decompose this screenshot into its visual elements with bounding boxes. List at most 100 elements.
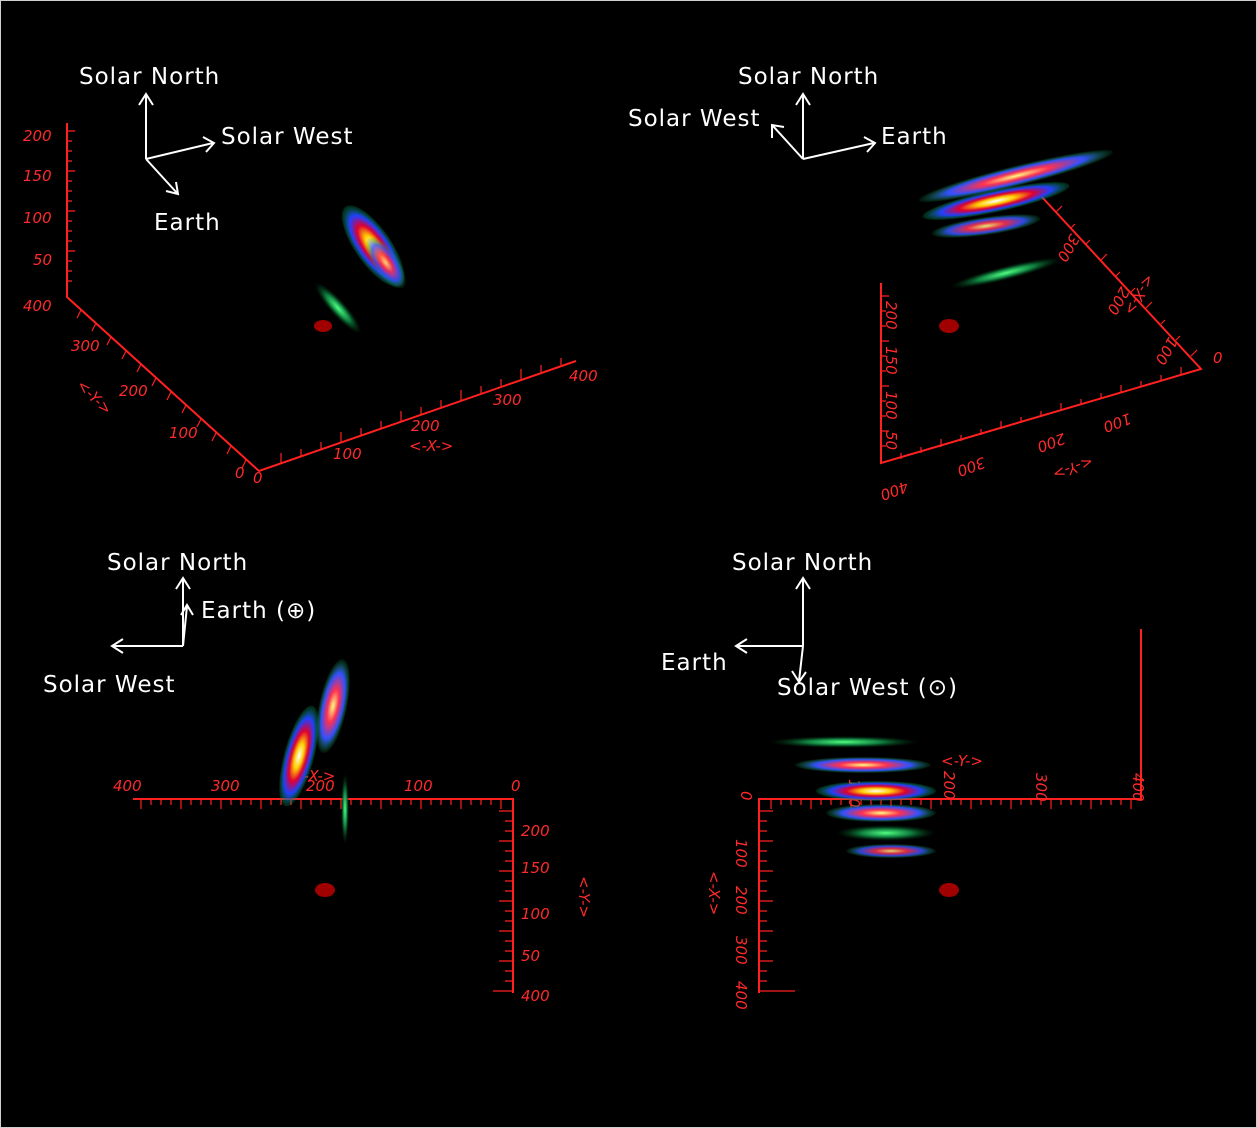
x-tick-label: 0	[253, 469, 263, 487]
earth-arrow-icon	[180, 603, 194, 647]
earth-label: Earth	[154, 210, 221, 236]
x-tick-label: 0	[737, 791, 755, 801]
y-tick-label: 0	[235, 464, 245, 482]
x-tick-label: 0	[1213, 349, 1223, 367]
panel-bottom-right: Solar North Earth Solar West (⊙) 0 100 2…	[661, 550, 1147, 1010]
x-axis-ticks	[140, 799, 502, 809]
3d-axes-frame	[66, 123, 577, 473]
solar-north-label: Solar North	[732, 550, 873, 576]
z-tick-label: 50	[33, 251, 52, 269]
orientation-compass: Solar North Solar West Earth	[79, 64, 353, 236]
structure-blob	[795, 757, 931, 773]
y-tick-label: 100	[521, 905, 550, 923]
solar-west-arrow-icon	[110, 638, 183, 654]
x-tick-label: 200	[940, 771, 958, 800]
y-tick-label: 50	[521, 947, 540, 965]
y-axis-ticks	[759, 810, 795, 992]
x-axis-ticks	[770, 799, 1132, 809]
y-axis-title: <-Y->	[1050, 452, 1096, 483]
structure-blob	[836, 825, 936, 841]
x-tick-label: 300	[211, 777, 240, 795]
structure-blob	[931, 214, 1041, 238]
structure-blob	[279, 705, 319, 807]
y-axis-title: <-Y->	[575, 876, 593, 918]
y-axis-title: <-X->	[705, 871, 723, 915]
x-tick-label: 300	[493, 391, 522, 409]
solar-west-label: Solar West	[221, 124, 353, 150]
y-tick-label: 400	[23, 297, 52, 315]
solar-north-label: Solar North	[107, 550, 248, 576]
earth-label: Earth (⊕)	[201, 598, 316, 624]
structure-blob	[316, 658, 350, 754]
z-axis-ticks	[67, 130, 75, 282]
z-tick-label: 150	[882, 346, 900, 375]
y-axis-ticks	[493, 810, 513, 992]
panel-top-right: Solar North Solar West Earth 300 200 100…	[628, 64, 1223, 504]
earth-arrow-icon	[734, 638, 803, 654]
structure-blob	[366, 237, 406, 289]
solar-west-label: Solar West	[43, 672, 175, 698]
x-tick-label: 300	[1032, 773, 1050, 802]
structure-blob	[846, 844, 936, 858]
z-tick-label: 200	[23, 127, 52, 145]
y-tick-label: 300	[71, 337, 100, 355]
solar-west-arrow-icon	[791, 645, 807, 684]
y-tick-label: 200	[521, 822, 550, 840]
y-tick-label: 300	[732, 936, 750, 965]
structure-blob	[949, 257, 1063, 289]
x-tick-label: 400	[569, 367, 598, 385]
earth-label: Earth	[881, 124, 948, 150]
z-tick-label: 100	[23, 209, 52, 227]
y-tick-label: 300	[955, 453, 988, 480]
sun-marker	[314, 320, 332, 332]
structure-blob	[918, 149, 1114, 203]
x-tick-label: 100	[404, 777, 433, 795]
solar-north-arrow-icon	[795, 92, 811, 159]
x-tick-label: 100	[333, 445, 362, 463]
solar-west-arrow-icon	[145, 136, 216, 160]
structure-blob	[769, 736, 919, 748]
sun-marker	[939, 319, 959, 333]
structure-blob	[922, 182, 1070, 220]
y-tick-label: 200	[1035, 429, 1068, 456]
z-tick-label: 200	[882, 301, 900, 330]
sun-marker	[939, 883, 959, 897]
y-axis-ticks	[76, 309, 247, 469]
earth-arrow-icon	[145, 158, 180, 196]
solar-north-arrow-icon	[795, 576, 811, 646]
axes-frame	[758, 629, 1142, 993]
y-tick-label: 400	[732, 981, 750, 1010]
3d-axes-frame	[880, 195, 1203, 465]
z-tick-label: 150	[23, 167, 52, 185]
x-tick-label: 0	[511, 777, 521, 795]
x-tick-label: 400	[113, 777, 142, 795]
solar-west-label: Solar West	[628, 106, 760, 132]
z-axis-ticks	[881, 295, 889, 447]
solar-north-label: Solar North	[738, 64, 879, 90]
solar-west-label: Solar West (⊙)	[777, 675, 958, 701]
x-axis-ticks	[1055, 205, 1198, 357]
y-tick-label: 200	[732, 886, 750, 915]
structure-blob	[816, 781, 936, 801]
axes-frame	[133, 798, 514, 993]
structure-blob	[341, 773, 349, 845]
y-tick-label: 100	[169, 424, 198, 442]
x-axis-title: <-X->	[409, 437, 453, 455]
orientation-compass: Solar North Solar West Earth (⊕)	[43, 550, 316, 698]
earth-arrow-icon	[802, 136, 877, 160]
y-tick-label: 400	[521, 987, 550, 1005]
x-axis-title: <-Y->	[941, 752, 983, 770]
y-axis-ticks	[900, 367, 1182, 459]
earth-label: Earth	[661, 650, 728, 676]
x-tick-label: 400	[1129, 773, 1147, 802]
structure-blob	[314, 282, 362, 334]
y-axis-title: <-Y->	[73, 376, 115, 418]
orientation-compass: Solar North Solar West Earth	[628, 64, 948, 160]
y-tick-label: 100	[1101, 409, 1134, 436]
z-tick-label: 50	[882, 431, 900, 450]
y-tick-label: 100	[732, 839, 750, 868]
x-tick-label: 200	[306, 777, 335, 795]
orientation-compass: Solar North Earth Solar West (⊙)	[661, 550, 958, 701]
